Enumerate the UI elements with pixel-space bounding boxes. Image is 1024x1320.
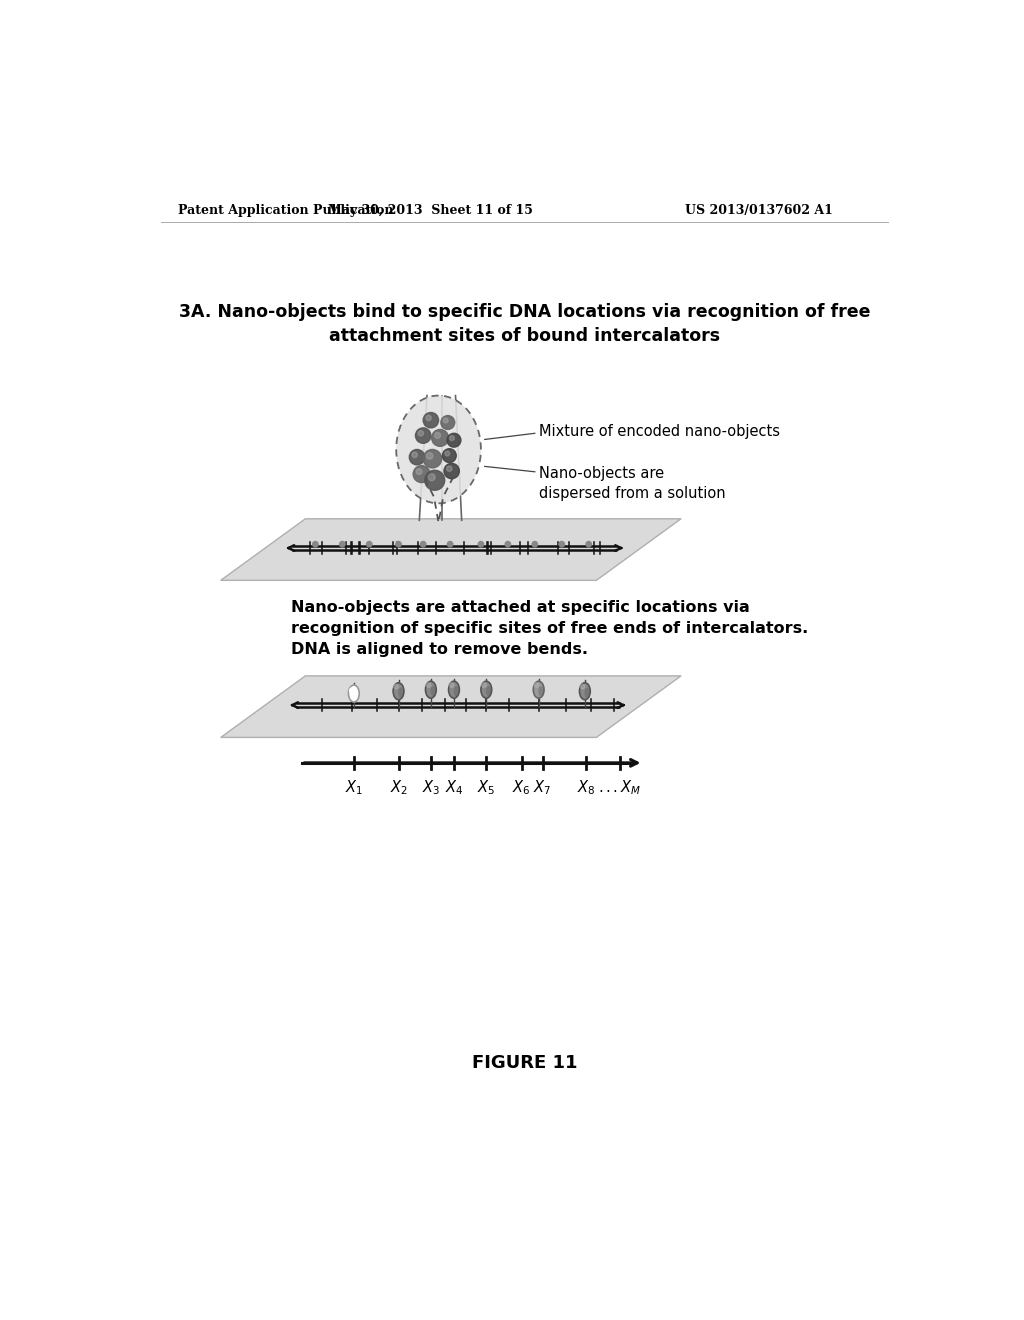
Ellipse shape [486,686,492,697]
Circle shape [442,449,457,462]
Text: May 30, 2013  Sheet 11 of 15: May 30, 2013 Sheet 11 of 15 [329,205,534,218]
Circle shape [423,449,441,469]
Text: $X_4$: $X_4$ [444,779,463,797]
Ellipse shape [539,686,544,697]
Text: Mixture of encoded nano-objects: Mixture of encoded nano-objects [539,424,779,440]
Circle shape [586,541,592,546]
Ellipse shape [580,682,590,700]
Circle shape [443,418,449,422]
Circle shape [416,428,431,444]
Circle shape [349,688,355,693]
Circle shape [426,453,433,459]
Circle shape [367,541,372,546]
Circle shape [425,470,444,490]
Circle shape [532,541,538,546]
Circle shape [413,466,430,483]
Circle shape [444,451,450,455]
Ellipse shape [430,686,436,697]
Text: $X_5$: $X_5$ [477,779,496,797]
Circle shape [505,541,511,546]
Circle shape [559,541,564,546]
Circle shape [581,684,585,689]
Ellipse shape [393,682,403,700]
Polygon shape [220,676,681,738]
Circle shape [444,463,460,479]
Text: $...X_M$: $...X_M$ [598,779,641,797]
Text: Nano-objects are
dispersed from a solution: Nano-objects are dispersed from a soluti… [539,466,725,502]
Circle shape [421,541,426,546]
Circle shape [446,466,452,471]
Circle shape [312,541,318,546]
Circle shape [450,436,455,441]
Text: $X_7$: $X_7$ [534,779,552,797]
Circle shape [447,541,453,546]
Ellipse shape [425,681,436,698]
Ellipse shape [454,686,459,697]
Text: $X_6$: $X_6$ [512,779,531,797]
Circle shape [416,469,422,474]
Circle shape [394,684,398,689]
Circle shape [434,433,440,438]
Ellipse shape [398,688,403,698]
Text: $X_1$: $X_1$ [345,779,362,797]
Text: $X_2$: $X_2$ [389,779,408,797]
Circle shape [478,541,483,546]
Text: 3A. Nano-objects bind to specific DNA locations via recognition of free
attachme: 3A. Nano-objects bind to specific DNA lo… [179,304,870,345]
Circle shape [423,412,438,428]
Circle shape [340,541,345,546]
Circle shape [535,682,539,688]
Circle shape [418,430,424,436]
Circle shape [428,474,435,480]
Ellipse shape [396,396,481,503]
Ellipse shape [534,681,544,698]
Circle shape [450,682,454,688]
Circle shape [447,433,461,447]
Circle shape [481,682,486,688]
Text: Nano-objects are attached at specific locations via
recognition of specific site: Nano-objects are attached at specific lo… [291,601,808,657]
Circle shape [432,429,449,446]
Circle shape [426,682,431,688]
Ellipse shape [585,688,590,698]
Circle shape [410,449,425,465]
Circle shape [441,416,455,429]
Text: $X_8$: $X_8$ [578,779,596,797]
Text: FIGURE 11: FIGURE 11 [472,1055,578,1072]
Polygon shape [220,519,681,581]
Text: $X_3$: $X_3$ [422,779,440,797]
Circle shape [426,416,431,421]
Text: US 2013/0137602 A1: US 2013/0137602 A1 [685,205,833,218]
Circle shape [396,541,401,546]
Circle shape [412,453,418,458]
Text: Patent Application Publication: Patent Application Publication [178,205,394,218]
Ellipse shape [348,685,359,702]
Ellipse shape [449,681,460,698]
Ellipse shape [481,681,492,698]
